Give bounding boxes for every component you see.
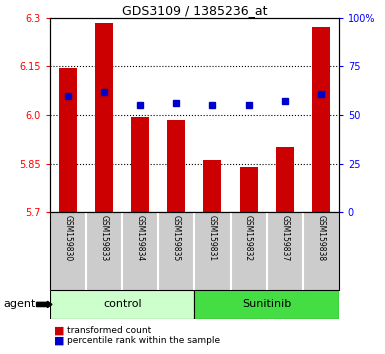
Text: Sunitinib: Sunitinib	[242, 299, 291, 309]
Text: GSM159832: GSM159832	[244, 215, 253, 261]
Text: ■: ■	[54, 326, 64, 336]
Text: GSM159830: GSM159830	[64, 215, 73, 261]
Text: GSM159838: GSM159838	[316, 215, 325, 261]
Bar	[194, 290, 339, 319]
Text: control: control	[103, 299, 142, 309]
Text: GSM159833: GSM159833	[100, 215, 109, 261]
Text: percentile rank within the sample: percentile rank within the sample	[67, 336, 221, 345]
Title: GDS3109 / 1385236_at: GDS3109 / 1385236_at	[122, 4, 267, 17]
Text: transformed count: transformed count	[67, 326, 152, 336]
Bar	[239, 167, 258, 212]
Bar	[167, 120, 186, 212]
Bar	[95, 23, 113, 212]
Bar	[276, 148, 294, 212]
Bar	[50, 290, 194, 319]
Bar	[131, 117, 149, 212]
Text: GSM159834: GSM159834	[136, 215, 145, 261]
Text: GSM159835: GSM159835	[172, 215, 181, 261]
Bar	[59, 68, 77, 212]
Text: GSM159837: GSM159837	[280, 215, 289, 261]
Text: agent: agent	[4, 299, 36, 309]
Bar	[203, 160, 221, 212]
Text: GSM159831: GSM159831	[208, 215, 217, 261]
Text: ■: ■	[54, 336, 64, 346]
Bar	[312, 27, 330, 212]
